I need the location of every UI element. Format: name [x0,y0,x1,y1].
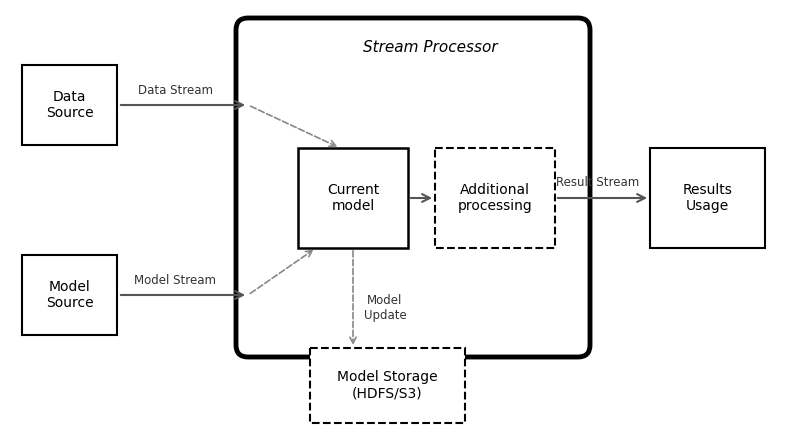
Text: Results
Usage: Results Usage [682,183,733,213]
Text: Current
model: Current model [327,183,379,213]
Bar [435,148,555,248]
Text: Data
Source: Data Source [46,90,94,120]
Bar [650,148,765,248]
Text: Model
Update: Model Update [364,294,406,322]
Bar [22,255,117,335]
Text: Stream Processor: Stream Processor [362,39,498,55]
Text: Additional
processing: Additional processing [457,183,532,213]
Bar [22,65,117,145]
Text: Model Storage
(HDFS/S3): Model Storage (HDFS/S3) [337,370,438,401]
Text: Model Stream: Model Stream [134,274,216,287]
Text: Result Stream: Result Stream [556,177,640,190]
Text: Data Stream: Data Stream [138,84,212,97]
Bar [310,348,465,423]
FancyBboxPatch shape [236,18,590,357]
Text: Model
Source: Model Source [46,280,94,310]
Bar [298,148,408,248]
